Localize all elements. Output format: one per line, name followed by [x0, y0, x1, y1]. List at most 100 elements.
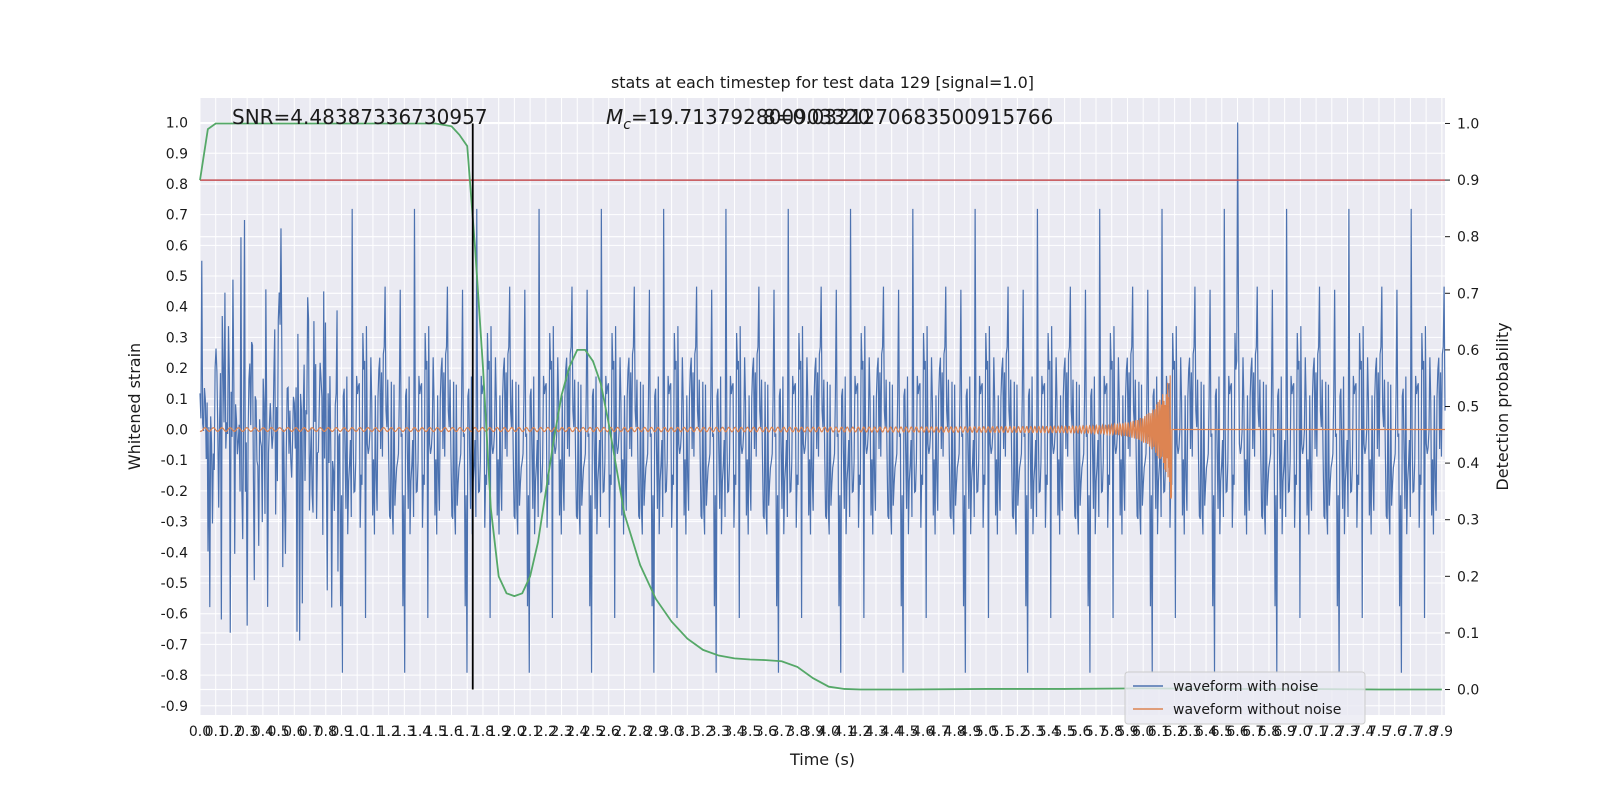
- mc-value: =19.713792800903320: [631, 105, 870, 129]
- x-tick-label: 6.5: [1211, 724, 1233, 740]
- mc-symbol: M: [606, 105, 623, 129]
- x-tick-label: 3.2: [692, 724, 714, 740]
- x-tick-label: 2.5: [582, 724, 604, 740]
- y-tick-label-right: 0.2: [1457, 569, 1479, 585]
- legend-label-clean: waveform without noise: [1173, 702, 1341, 718]
- y-tick-label-left: -0.7: [161, 637, 188, 653]
- mc-subscript: c: [623, 117, 631, 133]
- x-tick-label: 7.6: [1384, 724, 1406, 740]
- y-tick-label-left: 0.9: [166, 146, 188, 162]
- x-tick-label: 6.4: [1195, 724, 1217, 740]
- x-tick-label: 2.0: [503, 724, 525, 740]
- x-tick-label: 1.4: [409, 724, 431, 740]
- x-tick-label: 3.8: [786, 724, 808, 740]
- x-tick-label: 4.4: [881, 724, 903, 740]
- y-tick-label-left: 0.0: [166, 423, 188, 439]
- x-tick-label: 2.1: [519, 724, 541, 740]
- x-tick-label: 1.1: [362, 724, 384, 740]
- y-tick-label-right: 1.0: [1457, 116, 1479, 132]
- x-tick-label: 4.5: [896, 724, 918, 740]
- y-tick-label-right: 0.0: [1457, 683, 1479, 699]
- y-tick-label-left: 0.3: [166, 330, 188, 346]
- series-line-noisy-waveform: [199, 122, 1446, 673]
- y-tick-label-right: 0.3: [1457, 513, 1479, 529]
- x-tick-label: 3.5: [739, 724, 761, 740]
- x-tick-label: 1.5: [425, 724, 447, 740]
- y-tick-label-left: 0.2: [166, 361, 188, 377]
- y-tick-label-left: 0.5: [166, 269, 188, 285]
- x-tick-label: 4.8: [943, 724, 965, 740]
- y-tick-label-left: -0.1: [161, 453, 188, 469]
- x-tick-label: 2.7: [613, 724, 635, 740]
- x-tick-label: 4.3: [865, 724, 887, 740]
- x-tick-label: 5.9: [1116, 724, 1138, 740]
- y-tick-label-left: -0.3: [161, 515, 188, 531]
- y-axis-label-right: Detection probability: [1493, 322, 1512, 490]
- x-tick-label: 0.8: [315, 724, 337, 740]
- x-tick-label: 7.3: [1336, 724, 1358, 740]
- y-axis-label-left: Whitened strain: [125, 343, 144, 470]
- x-tick-label: 3.7: [770, 724, 792, 740]
- x-tick-label: 5.5: [1053, 724, 1075, 740]
- x-tick-label: 4.0: [818, 724, 840, 740]
- mc-overlap-annotation: 8=0.0321270683500915766: [763, 105, 1053, 129]
- x-tick-label: 6.8: [1258, 724, 1280, 740]
- x-tick-label: 5.2: [1006, 724, 1028, 740]
- x-tick-label: 2.9: [645, 724, 667, 740]
- x-tick-label: 2.3: [550, 724, 572, 740]
- x-tick-label: 7.0: [1289, 724, 1311, 740]
- x-tick-label: 2.4: [566, 724, 588, 740]
- x-tick-label: 3.9: [802, 724, 824, 740]
- snr-annotation: SNR=4.48387336730957: [232, 105, 488, 129]
- x-tick-label: 6.0: [1132, 724, 1154, 740]
- y-tick-label-right: 0.9: [1457, 173, 1479, 189]
- x-tick-label: 2.8: [629, 724, 651, 740]
- x-tick-label: 1.7: [456, 724, 478, 740]
- x-axis-label: Time (s): [789, 750, 855, 769]
- x-tick-label: 7.8: [1415, 724, 1437, 740]
- x-tick-label: 5.7: [1085, 724, 1107, 740]
- x-tick-label: 7.5: [1368, 724, 1390, 740]
- x-tick-label: 7.4: [1352, 724, 1374, 740]
- y-tick-label-left: -0.6: [161, 607, 188, 623]
- y-tick-label-left: -0.5: [161, 576, 188, 592]
- y-tick-label-left: -0.9: [161, 699, 188, 715]
- y-tick-label-left: 0.6: [166, 238, 188, 254]
- x-tick-label: 5.3: [1022, 724, 1044, 740]
- x-tick-label: 2.6: [598, 724, 620, 740]
- x-tick-label: 0.7: [299, 724, 321, 740]
- x-tick-label: 7.1: [1305, 724, 1327, 740]
- chart-title: stats at each timestep for test data 129…: [611, 73, 1034, 92]
- x-tick-label: 6.1: [1148, 724, 1170, 740]
- x-tick-label: 0.2: [220, 724, 242, 740]
- y-tick-label-left: 0.4: [166, 300, 188, 316]
- mc-annotation: Mc=19.713792800903320: [606, 105, 870, 133]
- y-tick-label-left: 0.8: [166, 177, 188, 193]
- y-tick-label-right: 0.5: [1457, 400, 1479, 416]
- x-tick-label: 3.3: [708, 724, 730, 740]
- x-tick-label: 0.1: [205, 724, 227, 740]
- y-tick-label-right: 0.1: [1457, 626, 1479, 642]
- x-tick-label: 3.0: [660, 724, 682, 740]
- x-tick-label: 6.2: [1163, 724, 1185, 740]
- x-tick-label: 6.7: [1242, 724, 1264, 740]
- x-tick-label: 3.6: [755, 724, 777, 740]
- series-line-detection-probability: [199, 122, 1442, 691]
- x-tick-label: 1.9: [488, 724, 510, 740]
- series-layer: [199, 122, 1446, 691]
- x-tick-label: 4.7: [928, 724, 950, 740]
- legend-label-noise: waveform with noise: [1173, 679, 1318, 695]
- y-tick-label-right: 0.6: [1457, 343, 1479, 359]
- y-tick-label-left: 0.7: [166, 208, 188, 224]
- ticks: 0.00.10.20.30.40.50.60.70.80.91.01.11.21…: [161, 116, 1480, 740]
- x-tick-label: 4.6: [912, 724, 934, 740]
- x-tick-label: 4.2: [849, 724, 871, 740]
- x-tick-label: 7.9: [1431, 724, 1453, 740]
- x-tick-label: 1.8: [472, 724, 494, 740]
- y-tick-label-left: 1.0: [166, 116, 188, 132]
- y-tick-label-right: 0.4: [1457, 456, 1479, 472]
- y-tick-label-right: 0.8: [1457, 230, 1479, 246]
- x-tick-label: 0.0: [189, 724, 211, 740]
- x-tick-label: 1.2: [378, 724, 400, 740]
